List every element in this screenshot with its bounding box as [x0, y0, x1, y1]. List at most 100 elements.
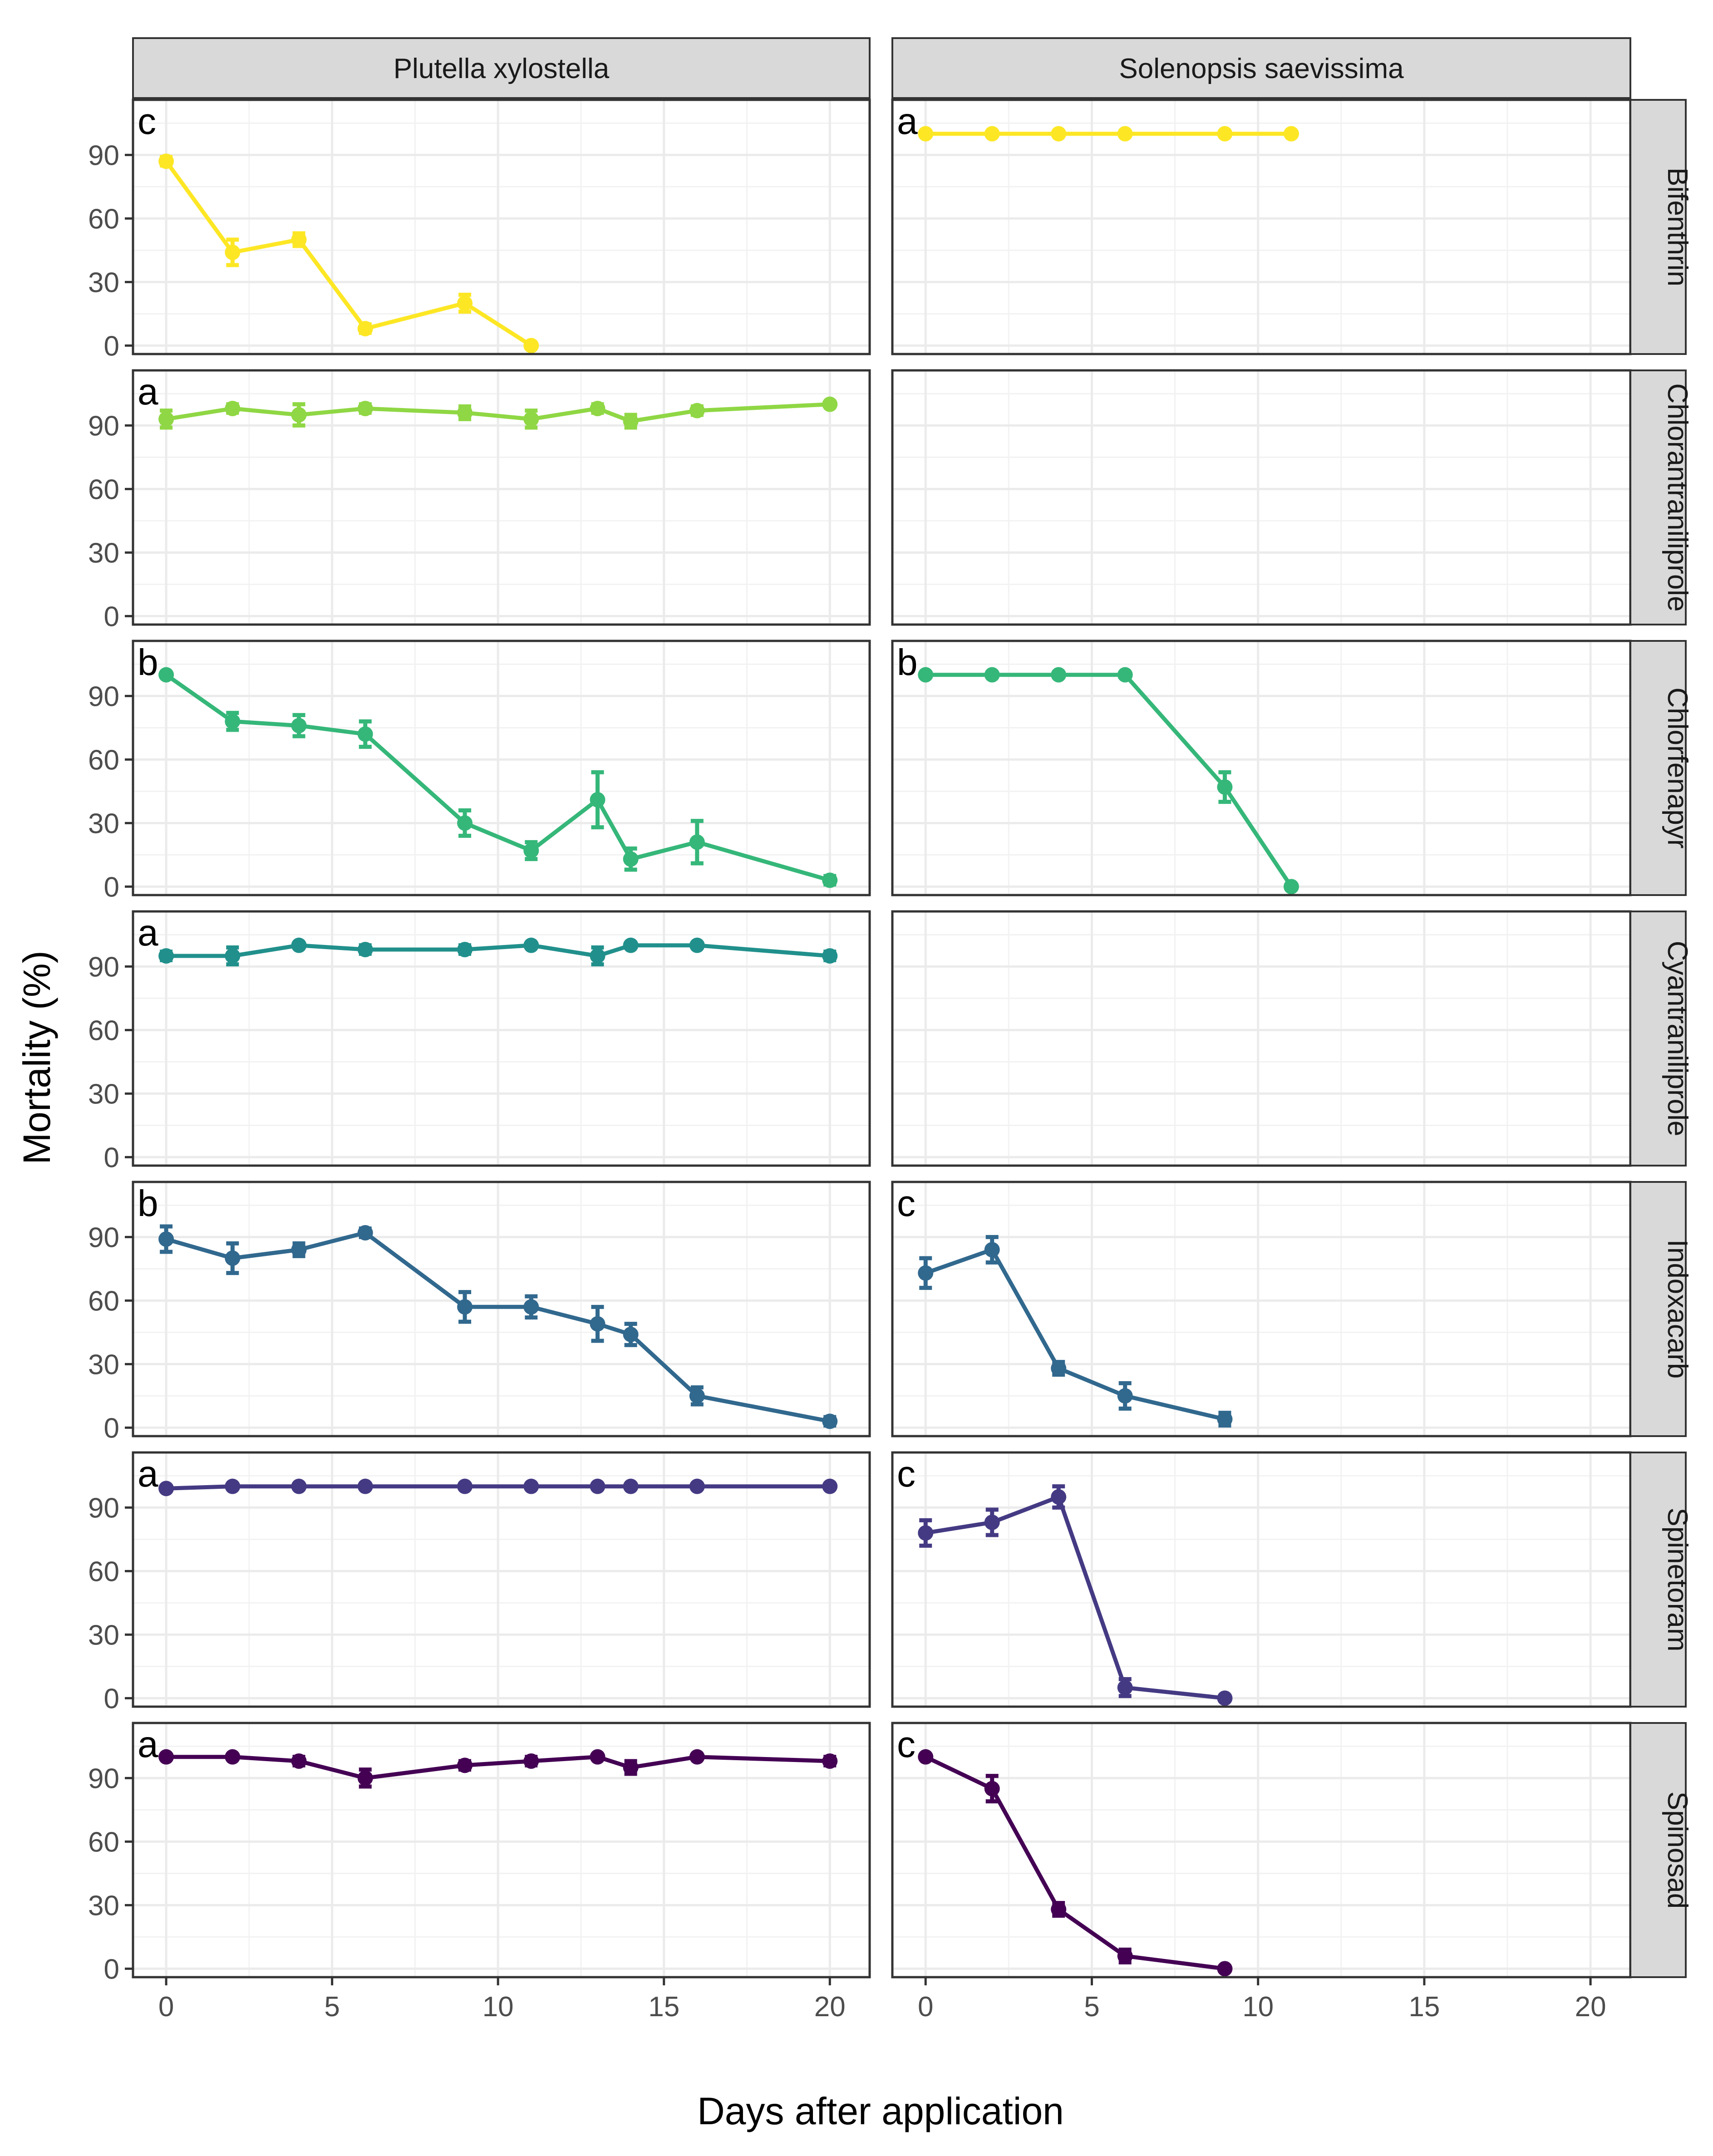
panel-border — [132, 1722, 871, 1979]
panel-background — [892, 1182, 1630, 1436]
significance-letter: c — [897, 1724, 916, 1765]
y-tick-label: 0 — [104, 1142, 119, 1173]
y-tick-label: 60 — [88, 1015, 119, 1046]
data-point — [1117, 1948, 1133, 1964]
data-point — [984, 1515, 1000, 1530]
data-point — [623, 1478, 639, 1494]
data-point — [457, 1478, 473, 1494]
data-point — [623, 413, 639, 429]
data-point — [822, 1753, 838, 1769]
data-point — [689, 403, 705, 418]
series-line — [165, 1231, 831, 1423]
data-point — [523, 1299, 539, 1315]
row-strip-label: Indoxacarb — [1662, 1240, 1693, 1379]
data-point — [623, 937, 639, 953]
y-tick-label: 60 — [88, 744, 119, 776]
data-point — [158, 1231, 174, 1247]
y-tick-label: 30 — [88, 1890, 119, 1921]
data-point — [457, 815, 473, 831]
panel-chlorantraniliprole-solenopsis-saevissima — [891, 369, 1632, 626]
data-point — [623, 1327, 639, 1342]
data-point — [225, 948, 241, 964]
row-strip-label: Chlorfenapyr — [1662, 688, 1693, 849]
column-strip-plutella-xylostella — [132, 37, 871, 99]
data-point — [623, 851, 639, 867]
data-point — [357, 1225, 373, 1240]
data-point — [1217, 126, 1233, 142]
data-point — [822, 948, 838, 964]
panel-layer: c0306090aa0306090b0306090ba0306090b03060… — [88, 98, 1632, 2023]
data-point — [1117, 1388, 1133, 1404]
row-strip-spinetoram — [1629, 1452, 1687, 1708]
x-tick-label: 10 — [482, 1991, 514, 2023]
panel-background — [133, 1452, 870, 1707]
row-strip-label: Bifenthrin — [1662, 167, 1693, 286]
y-tick-label: 90 — [88, 410, 119, 442]
panel-background — [892, 1723, 1630, 1977]
data-point — [291, 407, 307, 423]
panel-border — [132, 1451, 871, 1708]
data-point — [918, 1265, 934, 1281]
y-tick-label: 30 — [88, 267, 119, 298]
data-point — [357, 1770, 373, 1786]
data-point — [1283, 126, 1299, 142]
data-point — [623, 1760, 639, 1775]
data-point — [689, 1388, 705, 1404]
data-point — [225, 1250, 241, 1266]
x-tick-label: 15 — [648, 1991, 679, 2023]
panel-border — [132, 98, 871, 355]
data-point — [291, 1242, 307, 1258]
data-point — [357, 1478, 373, 1494]
y-tick-label: 90 — [88, 681, 119, 712]
y-tick-label: 30 — [88, 1349, 119, 1380]
data-point — [984, 667, 1000, 683]
panel-spinetoram-plutella-xylostella: a 0 30 60 90 — [88, 1451, 871, 1714]
panel-background — [133, 100, 870, 354]
data-point — [1051, 1360, 1067, 1376]
significance-letter: b — [138, 1183, 158, 1224]
panel-border — [132, 1181, 871, 1437]
panel-cyantraniliprole-solenopsis-saevissima — [891, 910, 1632, 1167]
x-tick-label: 5 — [1084, 1991, 1099, 2023]
y-tick-label: 90 — [88, 951, 119, 983]
data-point — [225, 714, 241, 729]
data-point — [689, 1749, 705, 1765]
data-point — [357, 321, 373, 336]
y-tick-label: 0 — [104, 330, 119, 362]
x-tick-label: 20 — [1575, 1991, 1606, 2023]
data-point — [291, 1478, 307, 1494]
row-strip-chlorfenapyr — [1629, 640, 1687, 896]
panel-chlorantraniliprole-plutella-xylostella: a 0 30 60 90 — [88, 369, 871, 632]
x-tick-label: 0 — [158, 1991, 174, 2023]
data-point — [1051, 1901, 1067, 1917]
data-point — [918, 1525, 934, 1541]
y-tick-label: 0 — [104, 601, 119, 632]
data-point — [158, 948, 174, 964]
y-tick-label: 0 — [104, 1683, 119, 1714]
data-point — [984, 1242, 1000, 1258]
data-point — [1117, 667, 1133, 683]
data-point — [1217, 1690, 1233, 1706]
data-point — [291, 1753, 307, 1769]
row-strip-label: Spinosad — [1662, 1792, 1693, 1909]
panel-background — [892, 641, 1630, 895]
series-line — [925, 673, 1293, 888]
data-point — [822, 1478, 838, 1494]
data-point — [523, 411, 539, 427]
data-point — [689, 1478, 705, 1494]
y-tick-label: 90 — [88, 140, 119, 171]
data-point — [822, 396, 838, 412]
panel-background — [133, 641, 870, 895]
row-strip-bifenthrin — [1629, 99, 1687, 355]
y-tick-label: 60 — [88, 1826, 119, 1858]
row-strip-indoxacarb — [1629, 1181, 1687, 1437]
panel-cyantraniliprole-plutella-xylostella: a 0 30 60 90 — [88, 910, 871, 1173]
data-point — [1117, 1680, 1133, 1695]
y-tick-label: 30 — [88, 1619, 119, 1651]
panel-border — [132, 910, 871, 1167]
significance-letter: c — [138, 101, 156, 142]
y-tick-label: 0 — [104, 1413, 119, 1444]
y-tick-label: 30 — [88, 808, 119, 839]
x-tick-label: 5 — [324, 1991, 340, 2023]
